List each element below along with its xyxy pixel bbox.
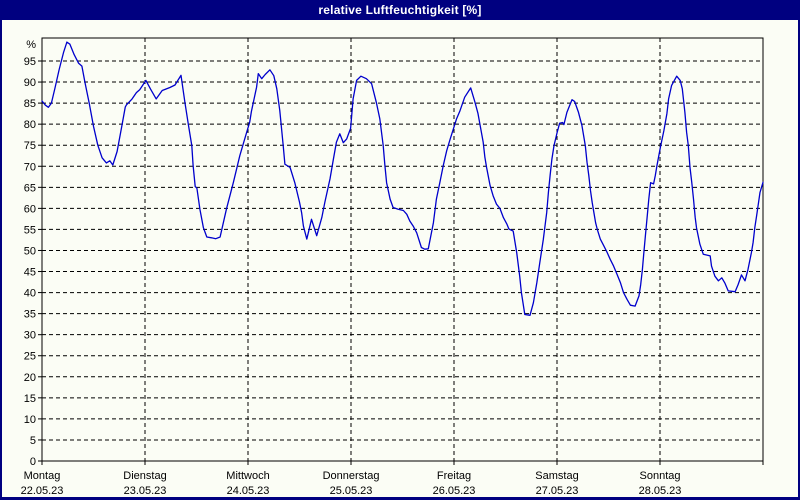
day-name-label: Donnerstag [323, 470, 380, 482]
plot-border [41, 37, 764, 462]
y-tick-label: 90 [24, 77, 36, 89]
humidity-chart: 0 5 10 15 20 25 30 35 40 45 50 55 60 65 70 75 80 85 90 95% M… [21, 37, 764, 495]
day-date-label: 22.05.23 [21, 485, 64, 495]
day-name-label: Freitag [437, 470, 471, 482]
day-date-label: 23.05.23 [124, 485, 167, 495]
title-bar: relative Luftfeuchtigkeit [%] [2, 0, 798, 20]
day-date-label: 24.05.23 [227, 485, 270, 495]
y-tick-label: 55 [24, 224, 36, 236]
day-name-label: Dienstag [123, 470, 166, 482]
y-tick-label: 50 [24, 245, 36, 257]
y-tick-label: 35 [24, 309, 36, 321]
axes [38, 37, 764, 465]
y-tick-label: 10 [24, 414, 36, 426]
y-tick-label: 20 [24, 372, 36, 384]
day-name-label: Mittwoch [226, 470, 269, 482]
y-tick-label: 0 [30, 456, 36, 468]
day-date-label: 25.05.23 [330, 485, 373, 495]
day-name-label: Montag [24, 470, 61, 482]
y-axis-labels: 0 5 10 15 20 25 30 35 40 45 50 55 60 65 70 75 80 85 90 95% [24, 39, 36, 468]
day-date-label: 27.05.23 [536, 485, 579, 495]
y-tick-label: 40 [24, 288, 36, 300]
y-tick-label: 80 [24, 119, 36, 131]
y-tick-label: 5 [30, 435, 36, 447]
y-tick-label: 45 [24, 267, 36, 279]
y-tick-label: 15 [24, 393, 36, 405]
y-tick-label: 70 [24, 161, 36, 173]
gridlines [42, 38, 763, 461]
y-tick-label: 30 [24, 330, 36, 342]
window-title: relative Luftfeuchtigkeit [%] [318, 3, 482, 17]
x-axis-labels: Montag 22.05.23 Dienstag 23.05.23 Mittwoch 24… [21, 470, 682, 495]
y-tick-label: 25 [24, 351, 36, 363]
chart-container: 0 5 10 15 20 25 30 35 40 45 50 55 60 65 70 75 80 85 90 95% M… [2, 20, 798, 495]
day-date-label: 28.05.23 [639, 485, 682, 495]
y-tick-label: 95 [24, 56, 36, 68]
y-tick-label: 85 [24, 98, 36, 110]
y-tick-label: 60 [24, 203, 36, 215]
y-tick-label: 65 [24, 182, 36, 194]
humidity-series-line [41, 41, 764, 316]
day-name-label: Sonntag [640, 470, 681, 482]
y-unit-label: % [26, 39, 36, 51]
day-date-label: 26.05.23 [433, 485, 476, 495]
day-name-label: Samstag [535, 470, 578, 482]
y-tick-label: 75 [24, 140, 36, 152]
